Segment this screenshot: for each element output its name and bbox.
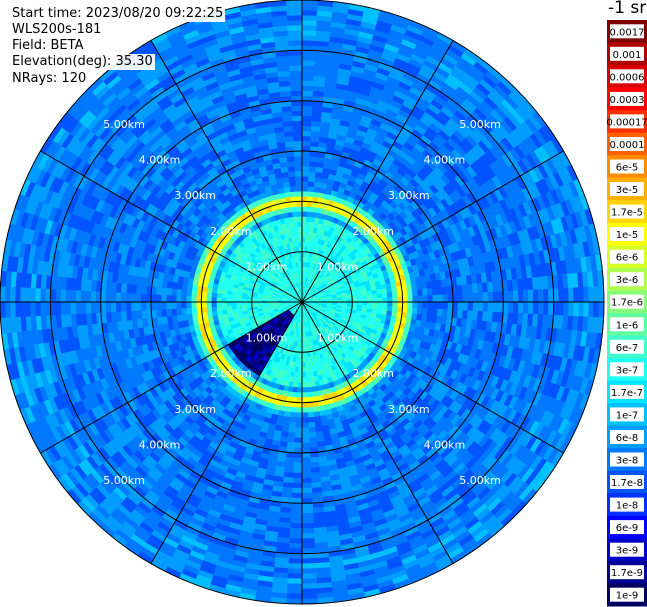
colorbar-tick-label: 0.0001 xyxy=(610,140,645,151)
ring-label: 4.00km xyxy=(424,438,466,451)
colorbar-tick-label: 1e-7 xyxy=(616,410,639,421)
colorbar-tick-label: 3e-9 xyxy=(616,546,639,557)
colorbar-label-bg xyxy=(610,91,644,106)
colorbar-tick-label: 3e-7 xyxy=(616,365,639,376)
ring-label: 1.00km xyxy=(317,260,359,273)
colorbar-label-bg xyxy=(610,565,644,580)
azimuth-spoke xyxy=(150,301,303,564)
ring-label: 1.00km xyxy=(246,260,288,273)
colorbar-tick-label: 1.7e-9 xyxy=(611,568,643,579)
ring-label: 4.00km xyxy=(139,438,181,451)
colorbar-label-bg xyxy=(610,114,644,129)
azimuth-spoke xyxy=(301,301,454,564)
colorbar-tick-label: 1.7e-8 xyxy=(611,478,643,489)
colorbar-label-bg xyxy=(610,520,644,535)
colorbar-tick-label: 0.0017 xyxy=(610,27,645,38)
colorbar: 0.0017 0.001 0.0006 0.0003 0.00017 0.0001 6e-5… xyxy=(606,20,647,607)
colorbar-tick-label: 1e-6 xyxy=(616,320,639,331)
ring-label: 2.00km xyxy=(352,367,394,380)
colorbar-label-bg xyxy=(610,542,644,557)
colorbar-label-bg xyxy=(610,317,644,332)
colorbar-tick-label: 0.001 xyxy=(613,50,642,61)
colorbar-tick-label: 0.0006 xyxy=(610,72,645,83)
azimuth-spoke xyxy=(150,40,303,303)
elevation-label: Elevation(deg): 35.30 xyxy=(10,54,155,70)
colorbar-tick-label: 6e-9 xyxy=(616,523,639,534)
colorbar-label-bg xyxy=(610,475,644,489)
colorbar-label-bg xyxy=(610,227,644,242)
colorbar-label-bg xyxy=(610,159,644,174)
colorbar-tick-label: 6e-7 xyxy=(616,343,639,354)
colorbar-tick-label: 1.7e-7 xyxy=(611,388,643,399)
ring-label: 1.00km xyxy=(246,332,288,345)
azimuth-spoke xyxy=(301,150,564,303)
start-time-label: Start time: 2023/08/20 09:22:25 xyxy=(10,6,226,22)
colorbar-tick-label: 1.7e-6 xyxy=(611,298,643,309)
colorbar-label-bg xyxy=(610,137,644,151)
azimuth-spoke xyxy=(301,301,564,454)
colorbar-label-bg xyxy=(610,24,644,39)
ring-label: 3.00km xyxy=(174,189,216,202)
colorbar-label-bg xyxy=(610,204,644,219)
colorbar-tick-label: 6e-6 xyxy=(616,253,639,264)
ring-label: 3.00km xyxy=(388,403,430,416)
colorbar-label-bg xyxy=(610,182,644,196)
colorbar-label-bg xyxy=(610,452,644,467)
ring-label: 2.00km xyxy=(352,225,394,238)
colorbar-tick-label: 3e-8 xyxy=(616,456,639,467)
ring-label: 5.00km xyxy=(459,474,501,487)
range-ring-labels: 1.00km 1.00km 1.00km 1.00km 2.00km 2.00km 2.00… xyxy=(103,118,501,487)
colorbar-label-bg xyxy=(610,69,644,84)
colorbar-tick-label: 3e-5 xyxy=(616,185,639,196)
colorbar-label-bg xyxy=(610,272,644,287)
colorbar-label-bg xyxy=(610,339,644,354)
ring-label: 4.00km xyxy=(139,154,181,167)
field-label: Field: BETA xyxy=(10,38,86,54)
ring-label: 2.00km xyxy=(210,367,252,380)
colorbar-tick-label: 6e-5 xyxy=(616,163,639,174)
azimuth-spoke xyxy=(40,301,303,454)
colorbar-label-bg xyxy=(610,46,644,61)
ppi-data-disc xyxy=(0,0,604,604)
colorbar-label-bg xyxy=(610,587,644,602)
colorbar-label-bg xyxy=(610,362,644,377)
colorbar-tick-label: 1e-8 xyxy=(616,501,639,512)
colorbar-label-bg xyxy=(610,497,644,512)
colorbar-label-bg xyxy=(610,407,644,422)
ring-label: 3.00km xyxy=(174,403,216,416)
colorbar-label-bg xyxy=(610,249,644,264)
ring-label: 5.00km xyxy=(103,118,145,131)
colorbar-tick-label: 6e-8 xyxy=(616,433,639,444)
azimuth-spoke xyxy=(301,40,454,303)
ring-label: 2.00km xyxy=(210,225,252,238)
colorbar-tick-label: 1e-9 xyxy=(616,591,639,602)
colorbar-unit: -1 sr xyxy=(606,0,647,18)
ring-label: 5.00km xyxy=(459,118,501,131)
colorbar-label-bg xyxy=(610,294,644,309)
colorbar-tick-label: 1.7e-5 xyxy=(611,208,643,219)
ring-label: 3.00km xyxy=(388,189,430,202)
colorbar-label-bg xyxy=(610,430,644,444)
nrays-label: NRays: 120 xyxy=(10,71,89,87)
colorbar-tick-label: 1e-5 xyxy=(616,230,639,241)
ring-label: 5.00km xyxy=(103,474,145,487)
azimuth-spoke xyxy=(40,150,303,303)
ring-label: 4.00km xyxy=(424,154,466,167)
colorbar-label-bg xyxy=(610,384,644,399)
instrument-label: WLS200s-181 xyxy=(10,22,104,38)
ppi-grid xyxy=(0,0,605,605)
colorbar-tick-label: 0.00017 xyxy=(606,117,647,128)
colorbar-tick-label: 3e-6 xyxy=(616,275,639,286)
ring-label: 1.00km xyxy=(317,332,359,345)
colorbar-tick-label: 0.0003 xyxy=(610,95,645,106)
